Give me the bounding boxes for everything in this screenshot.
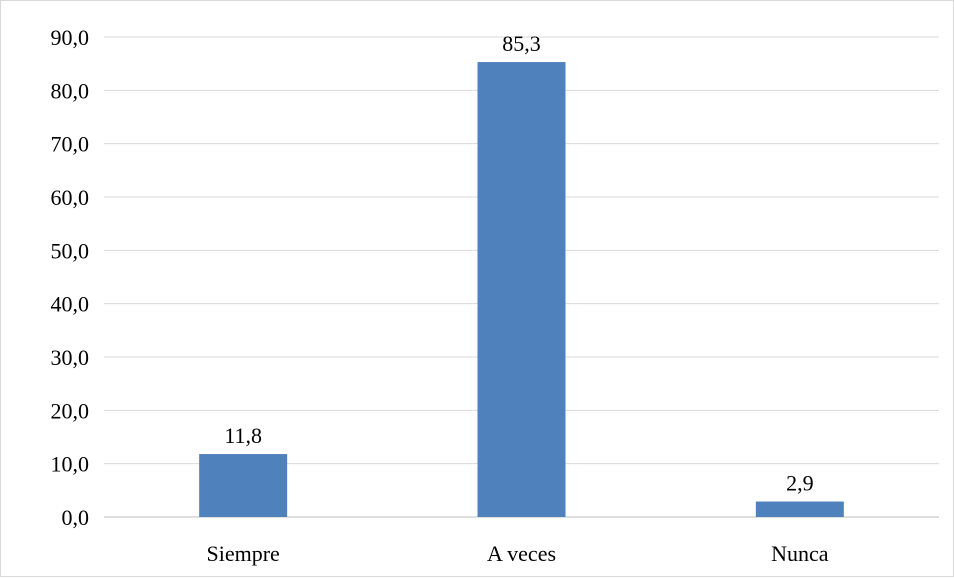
y-tick-label: 0,0 xyxy=(62,505,90,530)
data-labels: 11,8 85,3 2,9 xyxy=(224,31,813,495)
y-tick-label: 30,0 xyxy=(51,345,90,370)
y-tick-label: 80,0 xyxy=(51,78,90,103)
x-axis-tick-labels: Siempre A veces Nunca xyxy=(207,541,829,566)
x-tick-label: Nunca xyxy=(771,541,829,566)
bar-nunca xyxy=(755,501,844,517)
data-label: 11,8 xyxy=(224,423,262,448)
y-axis-tick-labels: 0,0 10,0 20,0 30,0 40,0 50,0 60,0 70,0 80,0 90,0 xyxy=(51,25,90,530)
data-label: 85,3 xyxy=(502,31,541,56)
bar-a-veces xyxy=(477,62,566,518)
y-tick-label: 60,0 xyxy=(51,185,90,210)
x-tick-label: A veces xyxy=(487,541,556,566)
y-tick-label: 10,0 xyxy=(51,452,90,477)
x-tick-label: Siempre xyxy=(207,541,280,566)
y-tick-label: 50,0 xyxy=(51,238,90,263)
y-tick-label: 40,0 xyxy=(51,292,90,317)
y-tick-label: 70,0 xyxy=(51,132,90,157)
y-tick-label: 20,0 xyxy=(51,398,90,423)
data-label: 2,9 xyxy=(786,471,814,496)
y-tick-label: 90,0 xyxy=(51,25,90,50)
bar-siempre xyxy=(199,454,288,517)
bars xyxy=(199,62,844,518)
